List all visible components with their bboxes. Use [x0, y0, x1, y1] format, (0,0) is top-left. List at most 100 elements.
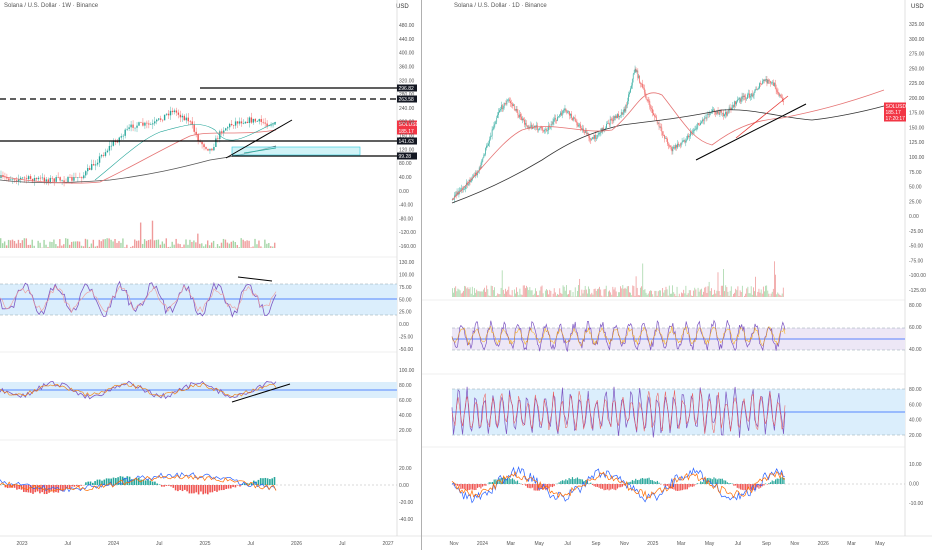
macd-hist-bar: [271, 478, 274, 485]
candle-body: [574, 118, 576, 122]
left-osc-trendline[interactable]: [231, 383, 291, 403]
volume-bar: [775, 274, 776, 297]
right-trendline-red[interactable]: [735, 95, 789, 139]
volume-bar: [654, 290, 656, 297]
left-trendline[interactable]: [225, 119, 293, 159]
right-chart-panel[interactable]: Solana / U.S. Dollar · 1D · Binance USD …: [422, 0, 932, 550]
volume-bar: [120, 242, 122, 248]
volume-bar: [579, 278, 581, 297]
volume-bar: [112, 241, 114, 248]
macd-hist-bar: [73, 485, 76, 487]
right-ma-long: [451, 105, 885, 204]
candle-body: [45, 179, 48, 182]
macd-hist-bar: [726, 482, 728, 484]
volume-bar: [230, 241, 233, 248]
macd-hist-bar: [179, 485, 182, 491]
price-tick: 60.00: [909, 325, 922, 331]
volume-bar: [542, 293, 544, 297]
price-tick: 125.00: [909, 140, 925, 146]
candle-body: [497, 114, 498, 118]
price-tick: 480.00: [399, 23, 415, 29]
macd-hist-bar: [511, 478, 514, 484]
volume-bar: [770, 293, 772, 297]
candle-body: [586, 132, 588, 134]
volume-bar: [228, 243, 231, 248]
macd-hist-bar: [713, 477, 715, 484]
volume-bar: [242, 239, 244, 248]
macd-hist-bar: [635, 478, 637, 484]
volume-bar: [590, 294, 592, 297]
candle-body: [584, 131, 585, 133]
left-trendline-2[interactable]: [243, 147, 277, 154]
candle-body: [631, 79, 633, 86]
candle-body: [110, 145, 113, 147]
macd-hist-bar: [55, 485, 57, 493]
price-tick: 20.00: [399, 428, 412, 434]
volume-bar: [622, 285, 624, 297]
volume-bar: [665, 286, 667, 297]
price-tick: -80.00: [399, 216, 413, 222]
volume-bar: [771, 291, 773, 297]
left-time-axis: 2023 Jul 2024 Jul 2025 Jul 2026 Jul 2027: [16, 541, 393, 547]
candle-body: [776, 90, 778, 92]
candle-body: [87, 168, 89, 172]
volume-bar: [594, 288, 596, 297]
volume-bar: [157, 239, 160, 248]
right-trendline[interactable]: [695, 103, 807, 161]
candle-body: [765, 79, 767, 80]
volume-bar: [689, 290, 691, 297]
macd-hist-bar: [64, 485, 67, 490]
macd-hist-bar: [165, 485, 168, 486]
volume-bar: [460, 293, 462, 297]
volume-bar: [45, 244, 47, 248]
volume-bar: [672, 285, 674, 297]
volume-bar: [707, 286, 709, 297]
volume-bar: [260, 246, 262, 248]
candle-body: [770, 81, 771, 84]
macd-hist-bar: [59, 485, 62, 491]
volume-bar: [729, 290, 731, 297]
candle-body: [671, 148, 673, 152]
macd-hist-bar: [563, 480, 565, 484]
left-chart-panel[interactable]: Solana / U.S. Dollar · 1W · Binance USD …: [0, 0, 421, 550]
volume-bar: [781, 293, 783, 297]
candle-body: [740, 99, 742, 102]
price-tick: 40.00: [399, 413, 412, 419]
macd-hist-bar: [526, 484, 529, 488]
macd-hist-bar: [666, 484, 668, 486]
macd-hist-bar: [735, 484, 737, 486]
candle-body: [596, 137, 597, 139]
volume-bar: [748, 293, 750, 297]
volume-bar: [725, 285, 727, 297]
volume-bar: [688, 290, 690, 297]
volume-bar: [471, 286, 473, 297]
volume-bar: [661, 296, 662, 297]
macd-hist-bar: [518, 483, 520, 484]
volume-bar: [268, 243, 270, 248]
volume-bar: [574, 287, 576, 297]
candle-body: [197, 134, 199, 142]
macd-hist-bar: [57, 485, 60, 493]
volume-bar: [764, 291, 765, 297]
candle-body: [597, 133, 599, 136]
candle-body: [632, 74, 634, 80]
volume-bar: [264, 239, 266, 248]
volume-bar: [572, 292, 574, 297]
macd-hist-bar: [218, 485, 221, 491]
volume-bar: [571, 296, 573, 297]
candle-body: [507, 100, 509, 102]
volume-bar: [210, 242, 213, 248]
volume-bar: [57, 246, 59, 248]
chart-divider[interactable]: [421, 0, 422, 550]
macd-hist-bar: [216, 485, 218, 492]
time-tick: 2023: [16, 541, 27, 547]
macd-hist-bar: [641, 477, 643, 484]
candle-body: [619, 115, 620, 118]
volume-bar: [740, 292, 742, 297]
left-demand-zone[interactable]: [231, 146, 361, 156]
volume-bar: [220, 242, 223, 248]
macd-hist-bar: [640, 478, 642, 484]
left-rsi-divergence[interactable]: [237, 276, 273, 282]
